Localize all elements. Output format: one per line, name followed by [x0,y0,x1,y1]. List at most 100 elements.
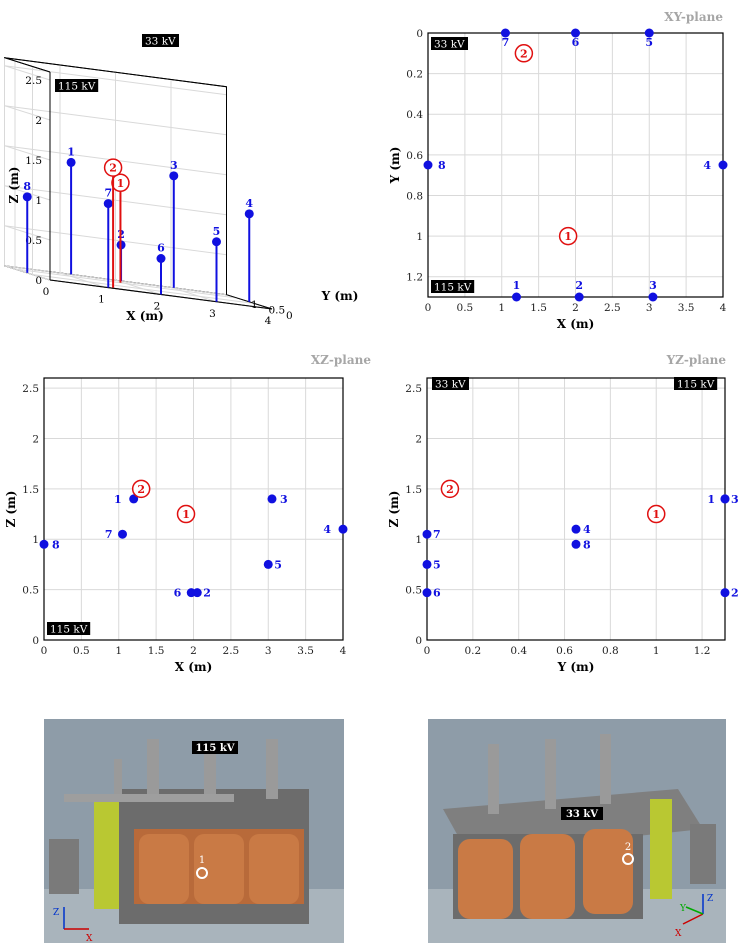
grid-line [4,65,227,96]
sensor-label-5: 5 [213,225,221,238]
sensor-label-4: 4 [703,159,711,172]
y-tick-label: 1.5 [22,484,39,496]
y-tick-label: 0.6 [406,150,423,162]
y-tick-label: 0 [286,310,293,322]
y-tick-label: 0.5 [22,585,39,597]
voltage-tag-bg [674,377,718,390]
x-tick-label: 1 [98,293,105,305]
y-axis-label: Z (m) [4,491,18,528]
sensor-label-1: 1 [114,493,122,506]
sensor-point-6 [422,588,432,598]
sensor-point-4 [571,524,581,534]
x-tick-label: 4 [340,645,347,657]
sensor-point-4 [338,524,348,534]
x-tick-label: 2 [154,301,161,313]
y-axis-label: Y (m) [321,289,359,303]
sensor-label-4: 4 [245,197,253,210]
x-tick-label: 2.5 [223,645,240,657]
sensor-point-7 [117,529,127,539]
z-tick-label: 1 [35,195,42,207]
source-label-2: 2 [520,47,528,60]
source-label-1: 1 [652,508,660,521]
voltage-tag-bg [142,34,179,47]
x-tick-label: 0.4 [510,645,527,657]
x-tick-label: 0.8 [602,645,619,657]
sensor-point-6 [186,588,196,598]
source-marker-1 [646,504,666,524]
plot-frame [43,377,344,641]
z-tick-label: 2.5 [25,75,42,87]
y-axis-label: Y (m) [388,147,402,185]
y-tick-label: 0 [415,635,422,647]
y-tick-label: 0.5 [405,585,422,597]
sensor-point-8 [22,192,32,202]
photo-axis-y: Y [679,904,687,914]
grid-line [4,265,227,296]
photo-axis-x: X [86,934,93,943]
sensor-label-8: 8 [583,538,591,551]
y-tick-label: 0.8 [406,190,423,202]
x-tick-label: 2 [190,645,197,657]
panel-xz-plane: 0 0.5 1 1.5 2 2.5 3 3.5 4 0 0.5 1 1.5 2 2.5 X (m) Z (m) X… [4,353,371,674]
photo-axis-x: X [675,929,682,939]
photo-source-label: 1 [199,855,205,866]
sensor-label-8: 8 [52,538,60,551]
sensor-label-3: 3 [280,493,288,506]
sensor-label-3: 3 [649,279,657,292]
photo-axis-z: Z [53,908,59,918]
sensor-label-7: 7 [105,528,113,541]
voltage-tag: 33 kV [434,39,465,51]
axis-edge [4,57,51,73]
y-tick-label: 1.5 [405,484,422,496]
voltage-tag-bg [55,79,99,92]
grid-line [59,272,106,288]
sensor-label-2: 2 [203,587,211,600]
sensor-point-7 [422,529,432,539]
sensor-point-3 [720,494,730,504]
grid-line [115,279,162,295]
sensor-point-2 [720,588,730,598]
sensor-label-6: 6 [433,587,441,600]
voltage-tag: 115 kV [434,282,472,294]
grid-line [4,185,227,216]
voltage-tag: 115 kV [58,81,96,93]
grid-line [4,105,227,136]
source-label-1: 1 [564,230,572,243]
sensor-point-5 [263,559,273,569]
voltage-tag-bg [431,280,475,293]
grid-line [4,145,51,161]
source-marker-1 [176,504,196,524]
sensor-point-3 [169,171,179,181]
voltage-tag: 115 kV [50,624,88,636]
sensor-label-2: 2 [575,279,583,292]
sensor-label-5: 5 [645,36,653,49]
x-tick-label: 1 [653,645,660,657]
x-tick-label: 3.5 [678,302,695,314]
x-tick-label: 0 [43,286,50,298]
x-axis-label: X (m) [175,660,213,674]
grid-line [4,65,51,81]
plot-area [427,378,725,640]
sensor-point-4 [718,160,728,170]
y-tick-label: 2.5 [22,383,39,395]
transformer-photo-front: Z X 115 kV 1 [44,719,344,943]
voltage-tag: 33 kV [145,36,176,48]
y-tick-label: 0 [416,28,423,40]
source-marker-2 [103,158,123,177]
grid-line [170,286,217,303]
sensor-point-5 [212,237,221,247]
x-tick-label: 0.5 [73,645,90,657]
sensor-label-7: 7 [104,187,112,200]
sensor-label-2: 2 [731,587,739,600]
sensor-point-5 [422,559,432,569]
z-axis-label: Z (m) [7,167,21,204]
x-tick-label: 3 [646,302,653,314]
sensor-label-5: 5 [274,558,282,571]
sensor-label-1: 1 [707,493,715,506]
panel-title: YZ-plane [666,353,727,367]
x-tick-label: 0 [425,302,432,314]
sensor-label-7: 7 [502,36,510,49]
x-tick-label: 1.2 [694,645,711,657]
sensor-point-8 [423,160,433,170]
sensor-label-4: 4 [323,523,331,536]
